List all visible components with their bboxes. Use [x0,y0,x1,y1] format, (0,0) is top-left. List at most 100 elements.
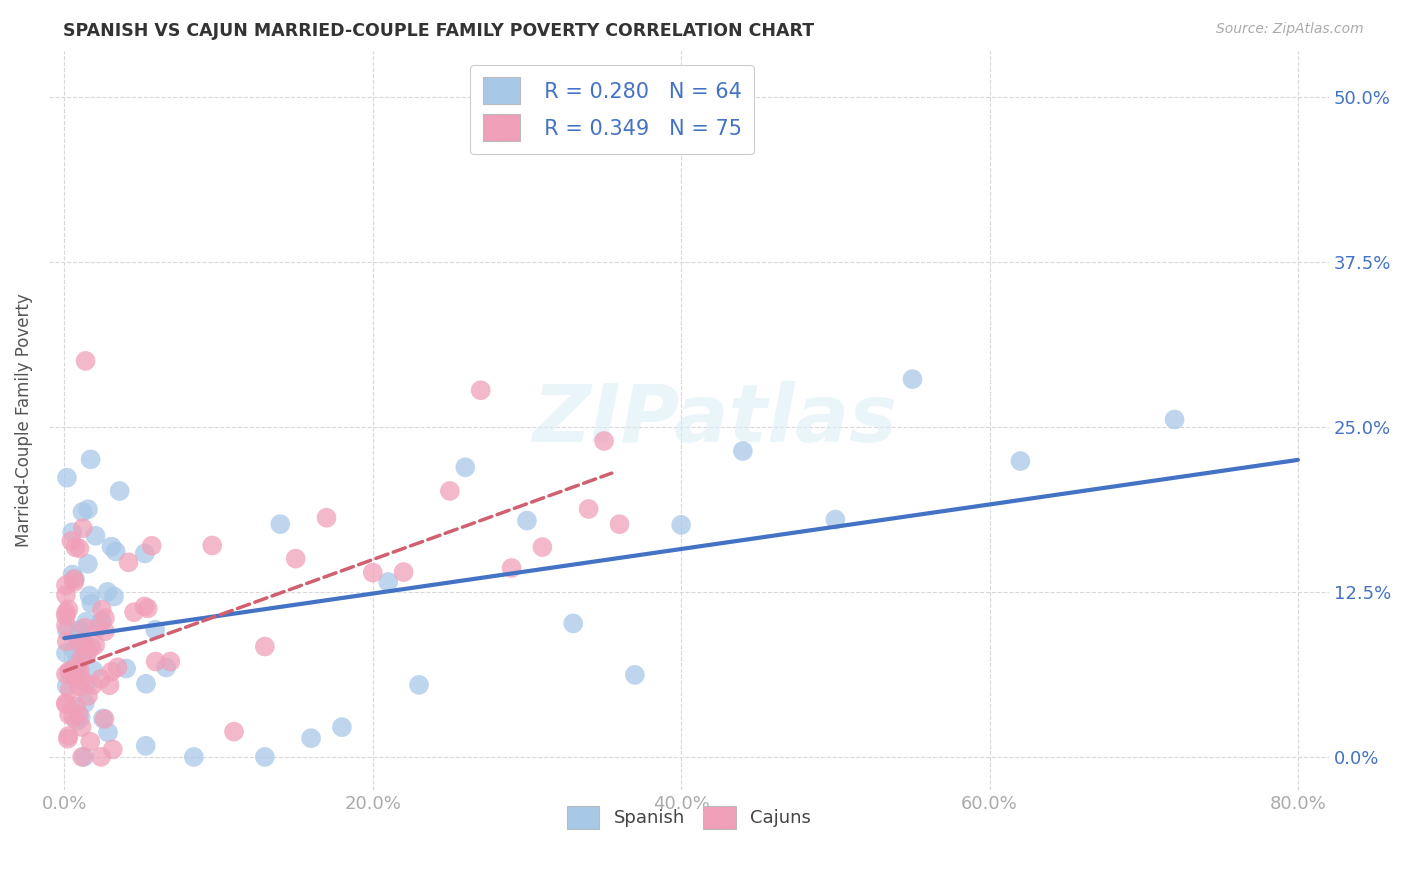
Point [284,551,307,566]
Point [143,623,166,637]
Point [624,668,647,682]
Point [73,645,96,659]
Point [108,483,131,498]
Point [269,517,291,532]
Point [84,529,107,543]
Point [1010,454,1032,468]
Point [578,502,600,516]
Point [79,734,101,748]
Point [159,655,181,669]
Point [135,677,157,691]
Point [69,710,91,724]
Point [63,572,86,586]
Point [253,750,276,764]
Point [93,712,115,726]
Point [501,561,523,575]
Point [84,638,107,652]
Point [75,615,97,629]
Point [82,663,104,677]
Point [56,634,79,648]
Point [56,624,79,639]
Text: Source: ZipAtlas.com: Source: ZipAtlas.com [1216,22,1364,37]
Point [107,660,129,674]
Point [75,640,97,654]
Point [76,644,98,658]
Point [439,483,461,498]
Point [90,672,112,686]
Point [91,711,114,725]
Point [1163,412,1185,426]
Point [100,665,122,679]
Point [55,646,77,660]
Point [98,678,121,692]
Point [100,540,122,554]
Point [104,544,127,558]
Point [454,460,477,475]
Point [90,750,112,764]
Point [90,615,112,630]
Point [82,678,104,692]
Point [593,434,616,448]
Point [134,599,156,614]
Point [101,742,124,756]
Point [531,540,554,554]
Y-axis label: Married-Couple Family Poverty: Married-Couple Family Poverty [15,293,32,547]
Point [66,714,89,728]
Point [70,673,93,687]
Point [75,677,97,691]
Point [55,588,77,602]
Point [58,665,80,680]
Point [201,538,224,552]
Point [62,664,84,678]
Point [72,521,94,535]
Point [75,354,97,368]
Point [330,720,353,734]
Text: ZIPatlas: ZIPatlas [531,381,897,459]
Point [65,540,87,554]
Point [103,590,125,604]
Point [80,640,103,655]
Point [136,601,159,615]
Point [69,633,91,648]
Point [117,555,139,569]
Point [58,664,80,678]
Point [90,603,112,617]
Point [90,614,112,628]
Point [77,689,100,703]
Point [69,624,91,638]
Point [824,512,846,526]
Point [72,505,94,519]
Point [67,636,90,650]
Point [141,539,163,553]
Point [73,621,96,635]
Point [70,750,93,764]
Point [183,750,205,764]
Point [62,711,84,725]
Point [392,565,415,579]
Point [79,589,101,603]
Point [134,546,156,560]
Point [60,525,83,540]
Point [901,372,924,386]
Point [115,661,138,675]
Point [79,452,101,467]
Point [97,725,120,739]
Point [55,696,77,710]
Point [67,623,90,637]
Point [62,567,84,582]
Point [377,574,399,589]
Point [69,664,91,678]
Legend: Spanish, Cajuns: Spanish, Cajuns [560,798,818,837]
Point [361,566,384,580]
Point [315,510,337,524]
Point [222,724,245,739]
Point [73,696,96,710]
Point [69,541,91,556]
Point [70,720,93,734]
Point [55,578,77,592]
Point [135,739,157,753]
Point [76,648,98,662]
Point [55,667,77,681]
Point [470,383,492,397]
Point [65,699,87,714]
